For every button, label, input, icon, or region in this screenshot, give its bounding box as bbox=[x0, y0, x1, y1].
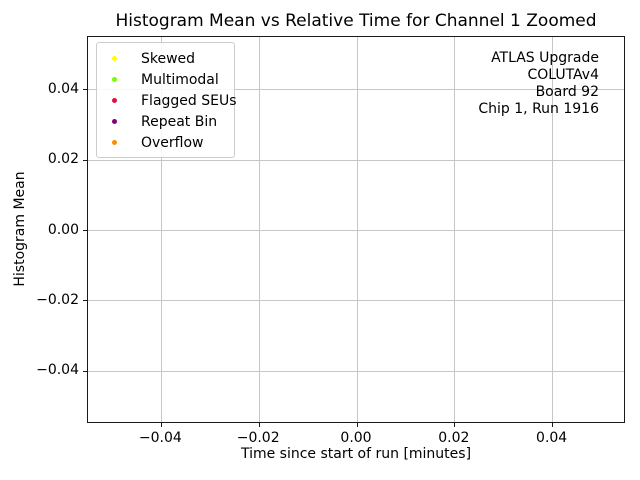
y-tick-mark bbox=[83, 300, 87, 302]
legend-label: Skewed bbox=[141, 50, 196, 67]
y-gridline bbox=[88, 230, 624, 231]
legend-item: Skewed bbox=[97, 48, 234, 69]
plot-area: Skewed Multimodal Flagged SEUs Repeat Bin Ov… bbox=[83, 36, 625, 427]
x-tick-label: 0.00 bbox=[340, 430, 372, 446]
x-tick-label: 0.02 bbox=[438, 430, 470, 446]
y-tick-label: 0.02 bbox=[47, 151, 79, 168]
x-tick-label: 0.04 bbox=[536, 430, 568, 446]
x-gridline bbox=[552, 37, 554, 422]
x-gridline bbox=[356, 37, 358, 422]
annotation-line: ATLAS Upgrade bbox=[491, 50, 599, 66]
y-tick-label: 0.00 bbox=[47, 221, 79, 238]
y-tick-mark bbox=[83, 159, 87, 161]
annotation-line: Board 92 bbox=[535, 84, 599, 100]
legend-label: Overflow bbox=[141, 134, 204, 151]
legend: Skewed Multimodal Flagged SEUs Repeat Bin Ov… bbox=[96, 42, 237, 158]
legend-marker-icon bbox=[112, 98, 117, 103]
annotation-line: COLUTAv4 bbox=[527, 67, 599, 83]
legend-label: Multimodal bbox=[141, 71, 219, 88]
annotation: ATLAS Upgrade COLUTAv4 Board 92 Chip 1, Run… bbox=[478, 50, 599, 118]
y-tick-mark bbox=[83, 370, 87, 372]
legend-label: Flagged SEUs bbox=[141, 92, 237, 109]
x-tick-label: −0.04 bbox=[138, 430, 182, 446]
y-tick-label: −0.02 bbox=[36, 291, 79, 308]
legend-item: Overflow bbox=[97, 132, 234, 153]
y-gridline bbox=[88, 300, 624, 302]
chart-title: Histogram Mean vs Relative Time for Chan… bbox=[115, 11, 597, 31]
legend-item: Repeat Bin bbox=[97, 111, 234, 132]
legend-label: Repeat Bin bbox=[141, 113, 218, 130]
y-gridline bbox=[88, 89, 624, 91]
y-tick-label: −0.04 bbox=[36, 362, 79, 379]
x-gridline bbox=[454, 37, 456, 422]
legend-item: Multimodal bbox=[97, 69, 234, 90]
y-tick-mark bbox=[83, 89, 87, 91]
x-tick-label: −0.02 bbox=[236, 430, 280, 446]
y-tick-label: 0.04 bbox=[47, 80, 79, 97]
legend-marker-icon bbox=[112, 56, 117, 61]
x-tick-mark bbox=[356, 423, 358, 427]
y-gridline bbox=[88, 159, 624, 161]
legend-marker-icon bbox=[112, 77, 117, 82]
legend-marker-icon bbox=[112, 119, 117, 124]
x-gridline bbox=[160, 37, 162, 422]
x-tick-mark bbox=[160, 423, 162, 427]
legend-marker-icon bbox=[112, 140, 117, 145]
x-axis-label: Time since start of run [minutes] bbox=[240, 446, 472, 462]
x-gridline bbox=[258, 37, 260, 422]
annotation-line: Chip 1, Run 1916 bbox=[478, 101, 599, 117]
x-tick-mark bbox=[258, 423, 260, 427]
x-tick-mark bbox=[552, 423, 554, 427]
y-tick-mark bbox=[83, 230, 87, 231]
y-gridline bbox=[88, 370, 624, 372]
legend-item: Flagged SEUs bbox=[97, 90, 237, 111]
x-tick-mark bbox=[454, 423, 456, 427]
